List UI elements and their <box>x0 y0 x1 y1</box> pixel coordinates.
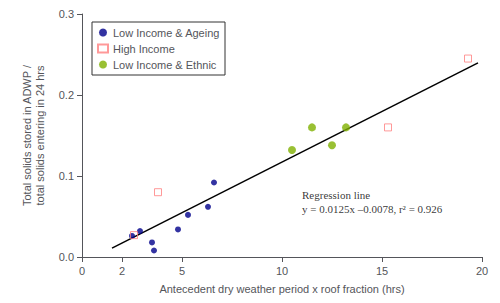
svg-text:total solids entering in 24 hr: total solids entering in 24 hrs <box>34 65 46 206</box>
svg-text:20: 20 <box>476 265 488 277</box>
svg-text:0.1: 0.1 <box>59 170 74 182</box>
svg-text:15: 15 <box>376 265 388 277</box>
svg-text:5: 5 <box>179 265 185 277</box>
svg-text:0.0: 0.0 <box>59 251 74 263</box>
svg-text:y = 0.0125x –0.0078, r² = 0.92: y = 0.0125x –0.0078, r² = 0.926 <box>302 203 443 215</box>
svg-text:Low Income & Ageing: Low Income & Ageing <box>113 27 219 39</box>
svg-text:High Income: High Income <box>113 43 175 55</box>
svg-text:Regression line: Regression line <box>302 189 370 201</box>
svg-text:0: 0 <box>79 265 85 277</box>
svg-text:0.3: 0.3 <box>59 8 74 20</box>
svg-text:10: 10 <box>276 265 288 277</box>
svg-text:Total solids stored in ADWP /: Total solids stored in ADWP / <box>21 64 33 206</box>
svg-text:2: 2 <box>119 265 125 277</box>
svg-text:Antecedent dry weather period: Antecedent dry weather period x roof fra… <box>159 283 404 295</box>
svg-text:Low Income & Ethnic: Low Income & Ethnic <box>113 59 217 71</box>
svg-text:0.2: 0.2 <box>59 89 74 101</box>
